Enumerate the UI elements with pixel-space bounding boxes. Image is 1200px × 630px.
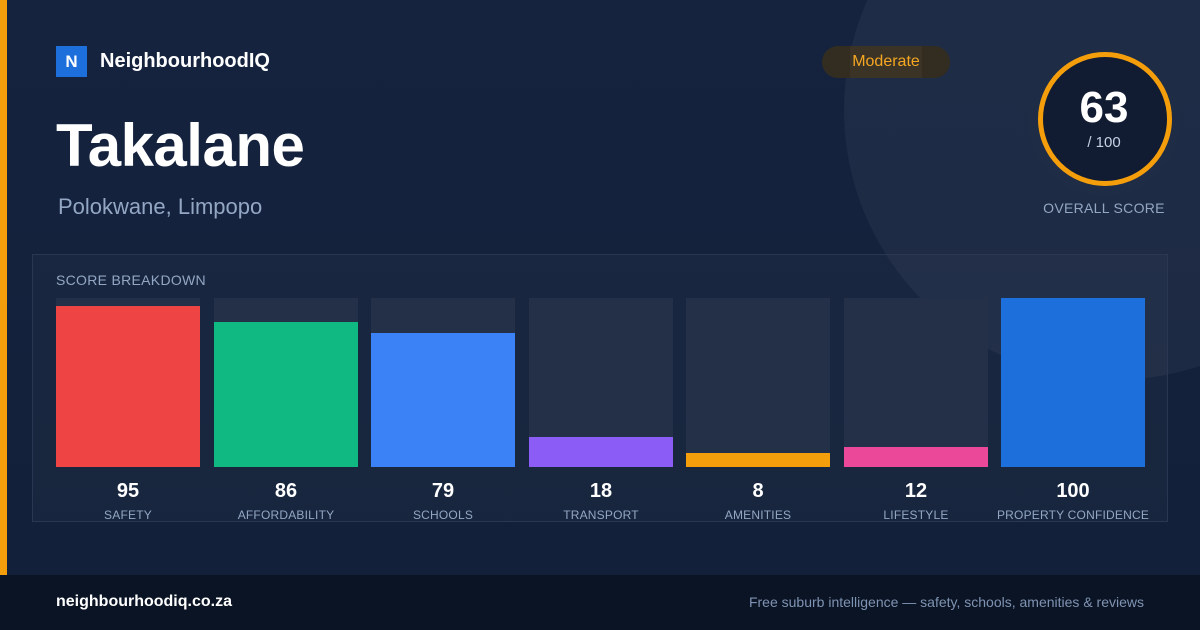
brand-logo[interactable]: N NeighbourhoodIQ bbox=[56, 46, 270, 77]
score-breakdown-panel: SCORE BREAKDOWN 95 SAFETY 86 AFFORDABILITY 7… bbox=[32, 254, 1168, 522]
overall-score-max: / 100 bbox=[1087, 134, 1121, 151]
og-card: N NeighbourhoodIQ Takalane Polokwane, Li… bbox=[0, 0, 1200, 575]
bar-value: 95 bbox=[116, 480, 140, 502]
accent-bar bbox=[0, 0, 7, 575]
bar-track bbox=[214, 298, 358, 467]
bar-fill bbox=[1001, 298, 1145, 467]
score-bar-affordability: 86 AFFORDABILITY bbox=[214, 298, 358, 522]
bar-label: AFFORDABILITY bbox=[237, 508, 335, 522]
bar-label: TRANSPORT bbox=[563, 508, 639, 522]
bar-fill bbox=[529, 437, 673, 467]
bar-label: PROPERTY CONFIDENCE bbox=[996, 508, 1150, 522]
score-bar-amenities: 8 AMENITIES bbox=[686, 298, 830, 522]
bar-label: AMENITIES bbox=[724, 508, 792, 522]
bar-track bbox=[686, 298, 830, 467]
score-bar-schools: 79 SCHOOLS bbox=[371, 298, 515, 522]
bar-fill bbox=[371, 333, 515, 467]
bar-track bbox=[529, 298, 673, 467]
bar-value: 8 bbox=[752, 480, 764, 502]
bar-track bbox=[844, 298, 988, 467]
score-bar-transport: 18 TRANSPORT bbox=[529, 298, 673, 522]
breakdown-title: SCORE BREAKDOWN bbox=[56, 272, 206, 288]
score-bar-property-confidence: 100 PROPERTY CONFIDENCE bbox=[997, 298, 1149, 522]
score-bar-safety: 95 SAFETY bbox=[56, 298, 200, 522]
bar-fill bbox=[214, 322, 358, 467]
overall-score-ring: 63 / 100 bbox=[1028, 44, 1180, 196]
score-ring bbox=[1038, 52, 1172, 186]
overall-score-label: OVERALL SCORE bbox=[1043, 200, 1165, 216]
footer-tagline: Free suburb intelligence — safety, schoo… bbox=[748, 594, 1144, 610]
score-bars: 95 SAFETY 86 AFFORDABILITY 79 SCHOOLS 18 TRANSP… bbox=[56, 298, 1149, 522]
bar-fill bbox=[56, 306, 200, 467]
logo-mark-icon: N bbox=[56, 46, 87, 77]
bar-fill bbox=[844, 447, 988, 467]
bar-value: 79 bbox=[431, 480, 455, 502]
bar-track bbox=[56, 298, 200, 467]
bar-track bbox=[1001, 298, 1145, 467]
rating-badge: Moderate bbox=[822, 46, 950, 78]
bar-label: SCHOOLS bbox=[412, 508, 474, 522]
suburb-title: Takalane bbox=[56, 112, 305, 179]
suburb-location: Polokwane, Limpopo bbox=[58, 194, 263, 219]
overall-score-value: 63 bbox=[1079, 83, 1129, 132]
brand-name: NeighbourhoodIQ bbox=[100, 50, 270, 72]
footer: neighbourhoodiq.co.za Free suburb intell… bbox=[0, 575, 1200, 630]
bar-fill bbox=[686, 453, 830, 467]
bar-value: 86 bbox=[274, 480, 298, 502]
bar-value: 12 bbox=[904, 480, 928, 502]
bar-track bbox=[371, 298, 515, 467]
bar-label: SAFETY bbox=[104, 508, 152, 522]
score-bar-lifestyle: 12 LIFESTYLE bbox=[844, 298, 988, 522]
bar-label: LIFESTYLE bbox=[883, 508, 949, 522]
bar-value: 100 bbox=[1056, 480, 1090, 502]
footer-domain-link[interactable]: neighbourhoodiq.co.za bbox=[56, 593, 232, 610]
bar-value: 18 bbox=[589, 480, 613, 502]
